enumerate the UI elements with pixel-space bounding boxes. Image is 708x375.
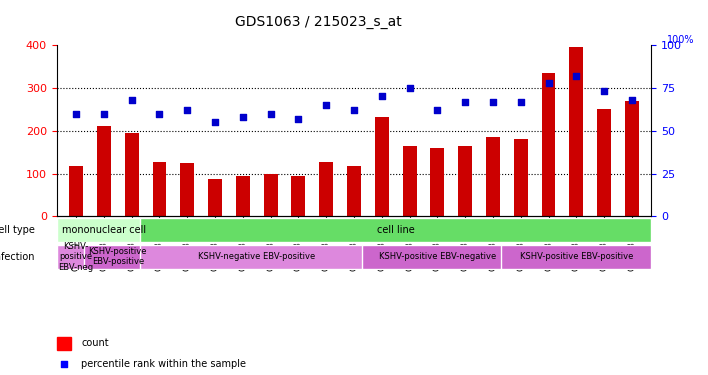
FancyBboxPatch shape (140, 244, 373, 268)
Point (58, 361, 69, 367)
Point (459, 99, 471, 105)
Point (126, 97, 137, 103)
Bar (403, 146, 416, 216)
Text: mononuclear cell: mononuclear cell (62, 225, 146, 235)
Bar (514, 139, 527, 216)
Bar (181, 163, 194, 216)
Text: KSHV-negative EBV-positive: KSHV-negative EBV-positive (198, 252, 315, 261)
Point (543, 80, 554, 86)
Bar (97, 126, 111, 216)
Point (292, 116, 304, 122)
Bar (375, 117, 389, 216)
FancyBboxPatch shape (84, 244, 151, 268)
Point (348, 107, 360, 113)
Point (265, 111, 276, 117)
Text: percentile rank within the sample: percentile rank within the sample (81, 359, 246, 369)
Bar (347, 166, 361, 216)
Bar (69, 166, 83, 216)
Bar (430, 148, 445, 216)
FancyBboxPatch shape (140, 218, 651, 242)
Point (515, 99, 527, 105)
Point (376, 93, 387, 99)
Point (98, 111, 110, 117)
Y-axis label: 100%: 100% (668, 35, 695, 45)
Bar (208, 179, 222, 216)
Point (571, 73, 582, 79)
Text: KSHV-positive
EBV-positive: KSHV-positive EBV-positive (88, 247, 147, 266)
Point (210, 119, 221, 125)
Bar (263, 174, 278, 216)
Text: count: count (81, 339, 109, 348)
Bar (486, 137, 500, 216)
FancyBboxPatch shape (57, 244, 96, 268)
Point (181, 107, 193, 113)
Text: KSHV-positive EBV-positive: KSHV-positive EBV-positive (520, 252, 633, 261)
Point (70, 111, 81, 117)
Bar (458, 146, 472, 216)
Point (627, 97, 638, 103)
FancyBboxPatch shape (501, 244, 651, 268)
Bar (597, 109, 611, 216)
Point (237, 114, 249, 120)
Bar (569, 47, 583, 216)
Text: KSHV-
positive
EBV-neg: KSHV- positive EBV-neg (59, 242, 93, 272)
Point (487, 99, 498, 105)
Bar (57, 337, 71, 350)
Point (154, 111, 165, 117)
FancyBboxPatch shape (362, 244, 513, 268)
Bar (152, 162, 166, 216)
Point (321, 102, 332, 108)
Text: GDS1063 / 215023_s_at: GDS1063 / 215023_s_at (235, 15, 402, 29)
Point (404, 85, 416, 91)
Text: KSHV-positive EBV-negative: KSHV-positive EBV-negative (379, 252, 496, 261)
Bar (236, 176, 250, 216)
Text: infection: infection (0, 252, 35, 262)
Bar (542, 73, 556, 216)
Bar (292, 176, 305, 216)
FancyBboxPatch shape (57, 218, 151, 242)
Text: cell type: cell type (0, 225, 35, 235)
Text: cell line: cell line (377, 225, 415, 235)
Point (598, 88, 610, 94)
Bar (319, 162, 333, 216)
Bar (625, 101, 639, 216)
Bar (125, 133, 139, 216)
Point (432, 107, 443, 113)
